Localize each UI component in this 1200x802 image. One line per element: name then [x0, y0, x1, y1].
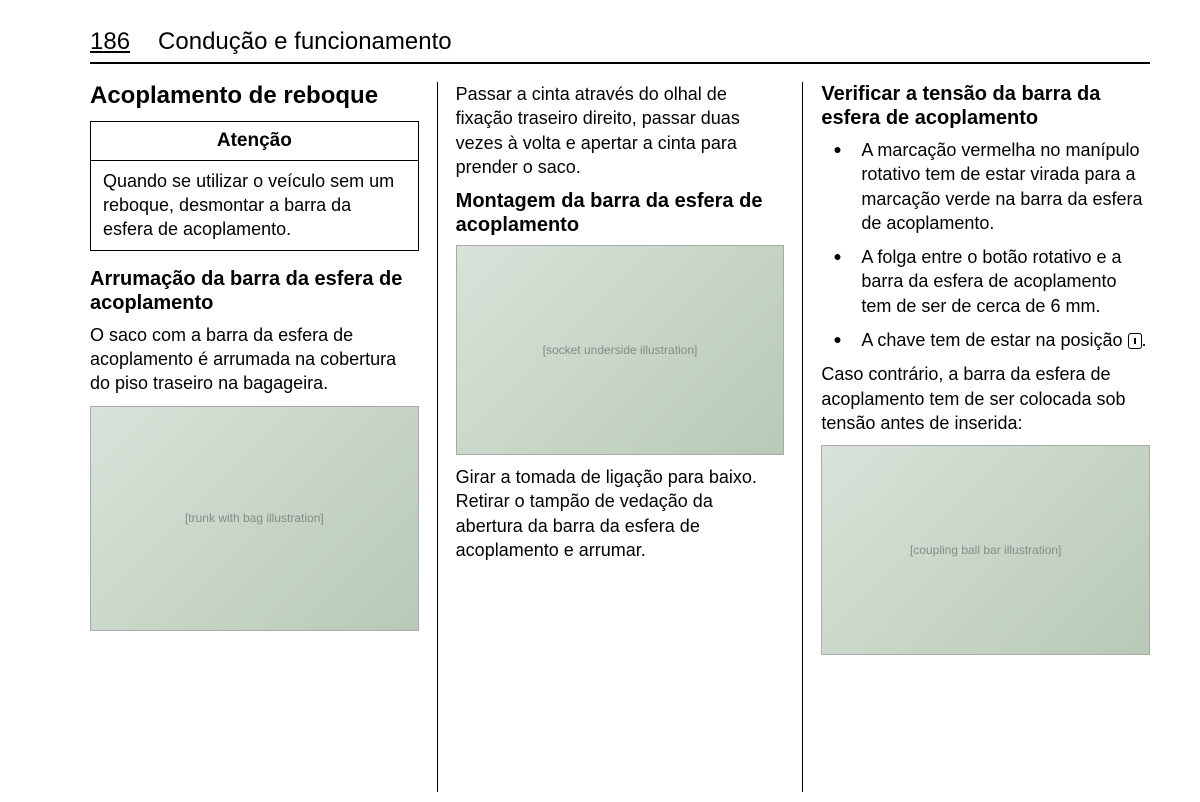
caution-box: Atenção Quando se utilizar o veículo sem…	[90, 121, 419, 251]
col2-p2: Girar a tomada de ligação para baixo. Re…	[456, 465, 785, 562]
col3-p1: Caso contrário, a barra da esfera de aco…	[821, 362, 1150, 435]
header-text: 186 Condução e funcionamento	[90, 28, 452, 55]
key-position-icon	[1128, 333, 1142, 349]
coupling-bar-image: [coupling ball bar illustration]	[821, 445, 1150, 655]
section-title: Condução e funcionamento	[158, 28, 452, 55]
column-3: Verificar a tensão da barra da esfera de…	[803, 82, 1150, 792]
bullet-2: A folga entre o botão rotativo e a barra…	[821, 245, 1150, 318]
trunk-image: [trunk with bag illustration]	[90, 406, 419, 631]
col3-subtitle: Verificar a tensão da barra da esfera de…	[821, 82, 1150, 130]
column-1: Acoplamento de reboque Atenção Quando se…	[90, 82, 438, 792]
column-2: Passar a cinta através do olhal de fixaç…	[438, 82, 804, 792]
col1-subtitle: Arrumação da barra da esfera de acoplame…	[90, 267, 419, 315]
col1-p1: O saco com a barra da esfera de acoplame…	[90, 323, 419, 396]
socket-image: [socket underside illustration]	[456, 245, 785, 455]
bullet-3-pre: A chave tem de estar na posição	[861, 330, 1127, 350]
col2-p1: Passar a cinta através do olhal de fixaç…	[456, 82, 785, 179]
content-columns: Acoplamento de reboque Atenção Quando se…	[90, 82, 1150, 792]
page-number: 186	[90, 28, 130, 55]
col2-subtitle: Montagem da barra da esfera de acoplamen…	[456, 189, 785, 237]
bullet-3-post: .	[1142, 330, 1147, 350]
bullet-1: A marcação vermelha no manípulo rotativo…	[821, 138, 1150, 235]
bullet-list: A marcação vermelha no manípulo rotativo…	[821, 138, 1150, 352]
main-title: Acoplamento de reboque	[90, 82, 419, 111]
caution-title: Atenção	[91, 122, 418, 161]
page-header: 186 Condução e funcionamento	[90, 28, 1150, 64]
caution-body: Quando se utilizar o veículo sem um rebo…	[91, 161, 418, 250]
bullet-3: A chave tem de estar na posição .	[821, 328, 1150, 352]
